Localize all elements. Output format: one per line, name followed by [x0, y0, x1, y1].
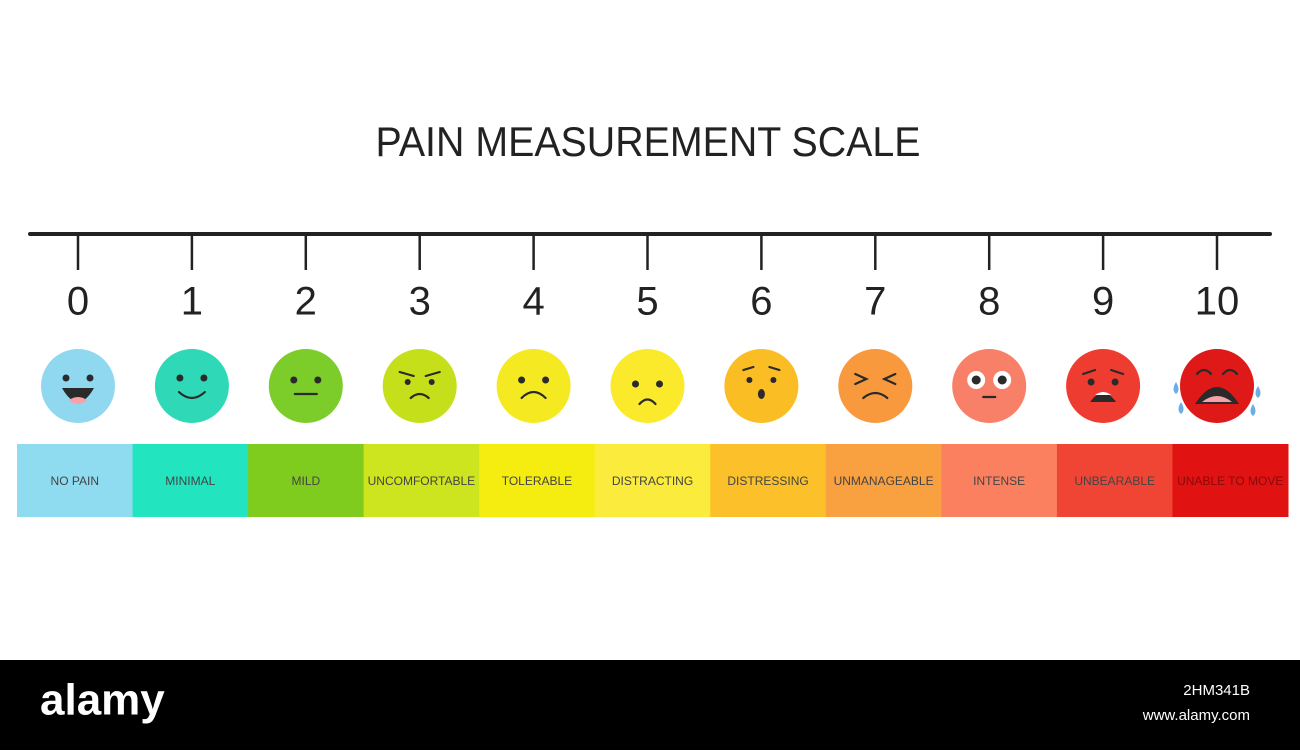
level-bar [825, 444, 942, 517]
level-bar [363, 444, 480, 517]
eye [314, 376, 322, 384]
eye [404, 379, 411, 385]
mouth [638, 398, 657, 406]
eye [854, 372, 869, 386]
level-number: 6 [750, 280, 772, 324]
face [1066, 349, 1141, 423]
level-number: 2 [295, 280, 317, 324]
logo: alamy [40, 676, 165, 725]
image-id: 2HM341B [1183, 682, 1250, 699]
level-bar [17, 444, 134, 517]
level-label: TOLERABLE [502, 474, 572, 488]
eye [770, 377, 777, 383]
brow [424, 370, 441, 378]
face [268, 349, 343, 423]
mouth [520, 390, 547, 400]
level-bar [1172, 444, 1289, 517]
eye [632, 380, 639, 388]
eye [200, 374, 208, 382]
eye [997, 375, 1007, 385]
eye [1195, 368, 1213, 376]
eye [1221, 368, 1239, 376]
background [0, 0, 1300, 660]
eye [428, 379, 435, 385]
level-number: 10 [1195, 280, 1240, 324]
eye [290, 376, 298, 384]
brow [1110, 368, 1125, 376]
face [610, 349, 685, 423]
face [41, 349, 115, 423]
eye [746, 377, 753, 383]
level-number: 8 [978, 280, 1000, 324]
level-label: UNBEARABLE [1074, 474, 1155, 488]
level-number: 4 [522, 280, 544, 324]
face [154, 349, 229, 423]
brow [742, 365, 755, 372]
tear [1173, 382, 1179, 394]
face [496, 349, 571, 423]
mouth [1090, 393, 1117, 402]
brow [1082, 368, 1097, 376]
eye [881, 372, 897, 386]
eye [971, 375, 981, 385]
face [724, 349, 799, 423]
face [838, 349, 913, 423]
level-label: UNMANAGEABLE [834, 474, 934, 488]
level-label: MINIMAL [165, 474, 215, 488]
level-bar [1056, 444, 1173, 517]
mouth [177, 390, 206, 400]
mouth [862, 391, 889, 400]
level-label: UNCOMFORTABLE [368, 474, 476, 488]
teeth [1095, 392, 1112, 395]
level-bar [248, 444, 365, 517]
tear [1178, 402, 1184, 414]
level-bar [479, 444, 596, 517]
brow [398, 370, 415, 378]
level-number: 5 [636, 280, 658, 324]
mouth [757, 389, 765, 399]
level-label: MILD [292, 474, 321, 488]
title: PAIN MEASUREMENT SCALE [376, 118, 921, 165]
mouth [62, 388, 94, 402]
eye [62, 374, 70, 382]
face [1180, 349, 1254, 423]
level-number: 1 [181, 280, 203, 324]
tongue [69, 397, 87, 404]
level-number: 0 [67, 280, 89, 324]
level-label: NO PAIN [51, 474, 99, 488]
footer [0, 660, 1300, 750]
eye [86, 374, 94, 382]
eye [1087, 378, 1095, 386]
tear [1250, 404, 1256, 416]
level-bar [710, 444, 827, 517]
level-label: UNABLE TO MOVE [1177, 474, 1283, 488]
eye [542, 376, 550, 384]
face [382, 349, 457, 423]
level-label: INTENSE [973, 474, 1025, 488]
level-label: DISTRESSING [727, 474, 808, 488]
level-bar [594, 444, 711, 517]
tear [1255, 386, 1261, 398]
eye [1111, 378, 1119, 386]
mouth [409, 392, 430, 400]
level-number: 3 [409, 280, 431, 324]
level-number: 9 [1092, 280, 1114, 324]
brow [768, 365, 781, 372]
levels: 0 NO PAIN 1 MINIMAL 2 MILD 3 UNCOMFORTABLE 4 TOLE… [17, 236, 1289, 517]
site: www.alamy.com [1142, 707, 1250, 724]
eye [518, 376, 526, 384]
eye [176, 374, 184, 382]
tongue [1202, 396, 1232, 402]
face [952, 349, 1027, 423]
eye [656, 380, 663, 388]
level-label: DISTRACTING [612, 474, 693, 488]
level-number: 7 [864, 280, 886, 324]
level-bar [941, 444, 1058, 517]
level-bar [132, 444, 249, 517]
